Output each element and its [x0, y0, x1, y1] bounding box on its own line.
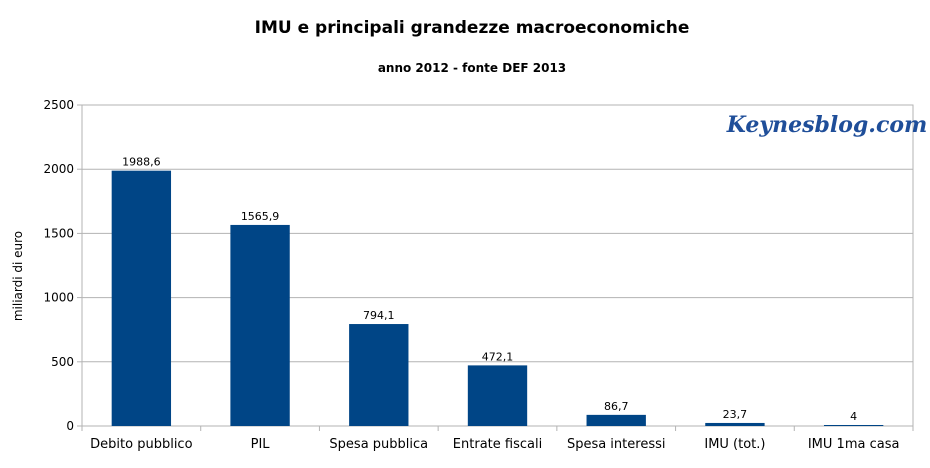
y-axis-label: miliardi di euro	[11, 231, 25, 321]
bar	[230, 224, 290, 426]
data-label: 86,7	[604, 400, 629, 413]
bar	[349, 324, 409, 426]
bar	[705, 422, 765, 426]
category-labels: Debito pubblico PIL Spesa pubblica Entrate …	[90, 437, 899, 452]
bar	[586, 414, 646, 426]
category-label: Spesa interessi	[567, 437, 666, 452]
chart-subtitle: anno 2012 - fonte DEF 2013	[378, 61, 566, 75]
data-label: 4	[850, 410, 857, 423]
y-tick-labels: 0 500 1000 1500 2000 2500	[43, 98, 74, 433]
y-tick-label: 2500	[43, 98, 74, 112]
bar	[467, 365, 528, 426]
category-label: Spesa pubblica	[329, 437, 428, 452]
y-tick-label: 1500	[43, 226, 74, 240]
data-label: 1988,6	[122, 156, 161, 169]
watermark-logo: Keynesblog.com	[726, 112, 928, 138]
data-label: 794,1	[363, 309, 395, 322]
category-label: Debito pubblico	[90, 437, 192, 452]
bar	[111, 170, 172, 426]
y-tick-label: 2000	[43, 162, 74, 176]
category-label: PIL	[251, 437, 271, 452]
data-label: 23,7	[723, 408, 748, 421]
bar	[823, 425, 884, 426]
bars	[111, 170, 884, 426]
chart-title: IMU e principali grandezze macroeconomic…	[255, 18, 690, 38]
gridlines	[82, 104, 913, 363]
data-label: 1565,9	[241, 210, 280, 223]
y-tick-label: 1000	[43, 291, 74, 305]
category-label: IMU (tot.)	[704, 437, 765, 452]
data-labels: 1988,6 1565,9 794,1 472,1 86,7 23,7 4	[122, 156, 857, 423]
y-tick-label: 0	[66, 419, 74, 433]
data-label: 472,1	[482, 350, 514, 363]
category-label: Entrate fiscali	[453, 437, 542, 452]
category-label: IMU 1ma casa	[808, 437, 900, 452]
y-tick-label: 500	[51, 355, 74, 369]
